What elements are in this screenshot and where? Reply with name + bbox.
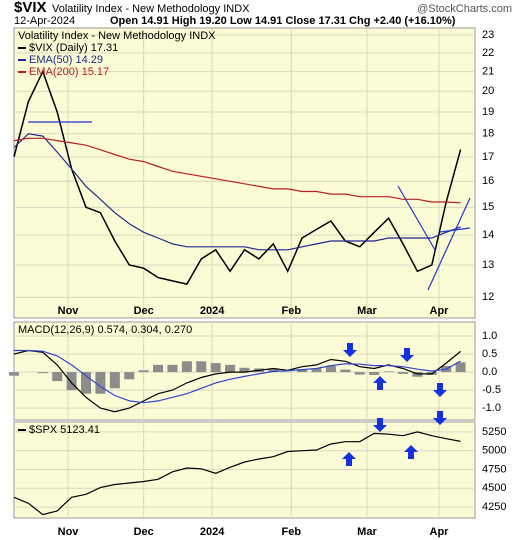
legend-entry: EMA(200) 15.17 [29,66,109,78]
x-tick-label: Feb [282,526,302,538]
y-tick-label: 16 [482,175,494,187]
histogram-bar [340,369,351,373]
y-tick-label: 5250 [482,426,506,438]
arrow [400,348,414,362]
histogram-bar [167,364,178,373]
histogram-bar [81,372,92,394]
histogram-bar [52,372,63,382]
legend-entry: $SPX 5123.41 [29,424,100,436]
arrow [433,383,447,397]
panel [13,27,476,319]
x-tick-label: Nov [58,526,80,538]
arrow [342,452,356,466]
arrow [373,376,387,390]
x-tick-label: 2024 [200,305,225,317]
y-tick-label: 5000 [482,445,506,457]
y-tick-label: 23 [482,29,494,41]
chart-title: Volatility Index - New Methodology INDX [52,3,250,15]
x-tick-label: Dec [134,526,154,538]
y-tick-label: 12 [482,291,494,303]
y-tick-label: 0.5 [482,348,497,360]
histogram-bar [354,372,365,375]
y-tick-label: 22 [482,47,494,59]
y-tick-label: -1.0 [482,402,501,414]
histogram-bar [455,362,466,373]
histogram-bar [124,372,135,380]
series-line [13,431,461,516]
x-tick-label: Dec [134,305,154,317]
y-tick-label: 19 [482,106,494,118]
histogram-bar [196,361,207,373]
y-tick-label: -0.5 [482,384,501,396]
y-tick-label: 20 [482,85,494,97]
y-tick-label: 4500 [482,482,506,494]
histogram-bar [397,372,408,374]
x-tick-label: Nov [58,305,80,317]
y-tick-label: 17 [482,151,494,163]
y-tick-label: 13 [482,259,494,271]
y-tick-label: 15 [482,201,494,213]
y-tick-label: 18 [482,128,494,140]
x-tick-label: 2024 [200,526,225,538]
arrow [433,411,447,425]
panel-title: MACD(12,26,9) 0.574, 0.304, 0.270 [18,324,192,336]
x-tick-label: Apr [430,526,450,538]
histogram-bar [66,372,77,391]
y-tick-label: 0.0 [482,366,497,378]
histogram-bar [239,367,250,373]
y-tick-label: 14 [482,229,494,241]
histogram-bar [311,368,322,373]
y-tick-label: 1.0 [482,330,497,342]
annotations [28,121,471,466]
series-line [13,69,462,285]
y-tick-label: 21 [482,66,494,78]
trend-line [28,121,471,291]
y-tick-label: 4250 [482,501,506,513]
arrow [404,445,418,459]
histogram-bar [109,372,120,389]
histogram-bar [153,364,164,373]
arrow [343,343,357,357]
histogram-bar [210,363,221,373]
x-tick-label: Apr [430,305,450,317]
series-line [14,349,461,404]
histogram-bar [325,365,336,373]
x-tick-label: Feb [282,305,302,317]
series-line [13,137,461,204]
histogram-bar [369,372,380,375]
date: 12-Apr-2024 [14,15,75,27]
symbol: $VIX [14,0,47,16]
histogram-bar [9,372,19,376]
histogram-bar [383,371,394,373]
histogram-bar [138,370,149,373]
x-tick-label: Mar [357,526,377,538]
histogram-bar [297,369,308,373]
histogram-bar [95,372,106,394]
histogram-bar [268,369,279,373]
x-tick-label: Mar [357,305,377,317]
histogram-bar [181,361,192,373]
series-line [13,133,461,251]
arrow [373,418,387,432]
panel-title: Volatility Index - New Methodology INDX [18,30,216,42]
histogram-bar [37,372,48,374]
legend-entry: EMA(50) 14.29 [29,54,103,66]
legend-entry: $VIX (Daily) 17.31 [29,42,118,54]
histogram-bar [225,364,236,373]
watermark: @StockCharts.com [417,3,512,15]
quote: Open 14.91 High 19.20 Low 14.91 Close 17… [110,15,456,27]
y-tick-label: 4750 [482,463,506,475]
